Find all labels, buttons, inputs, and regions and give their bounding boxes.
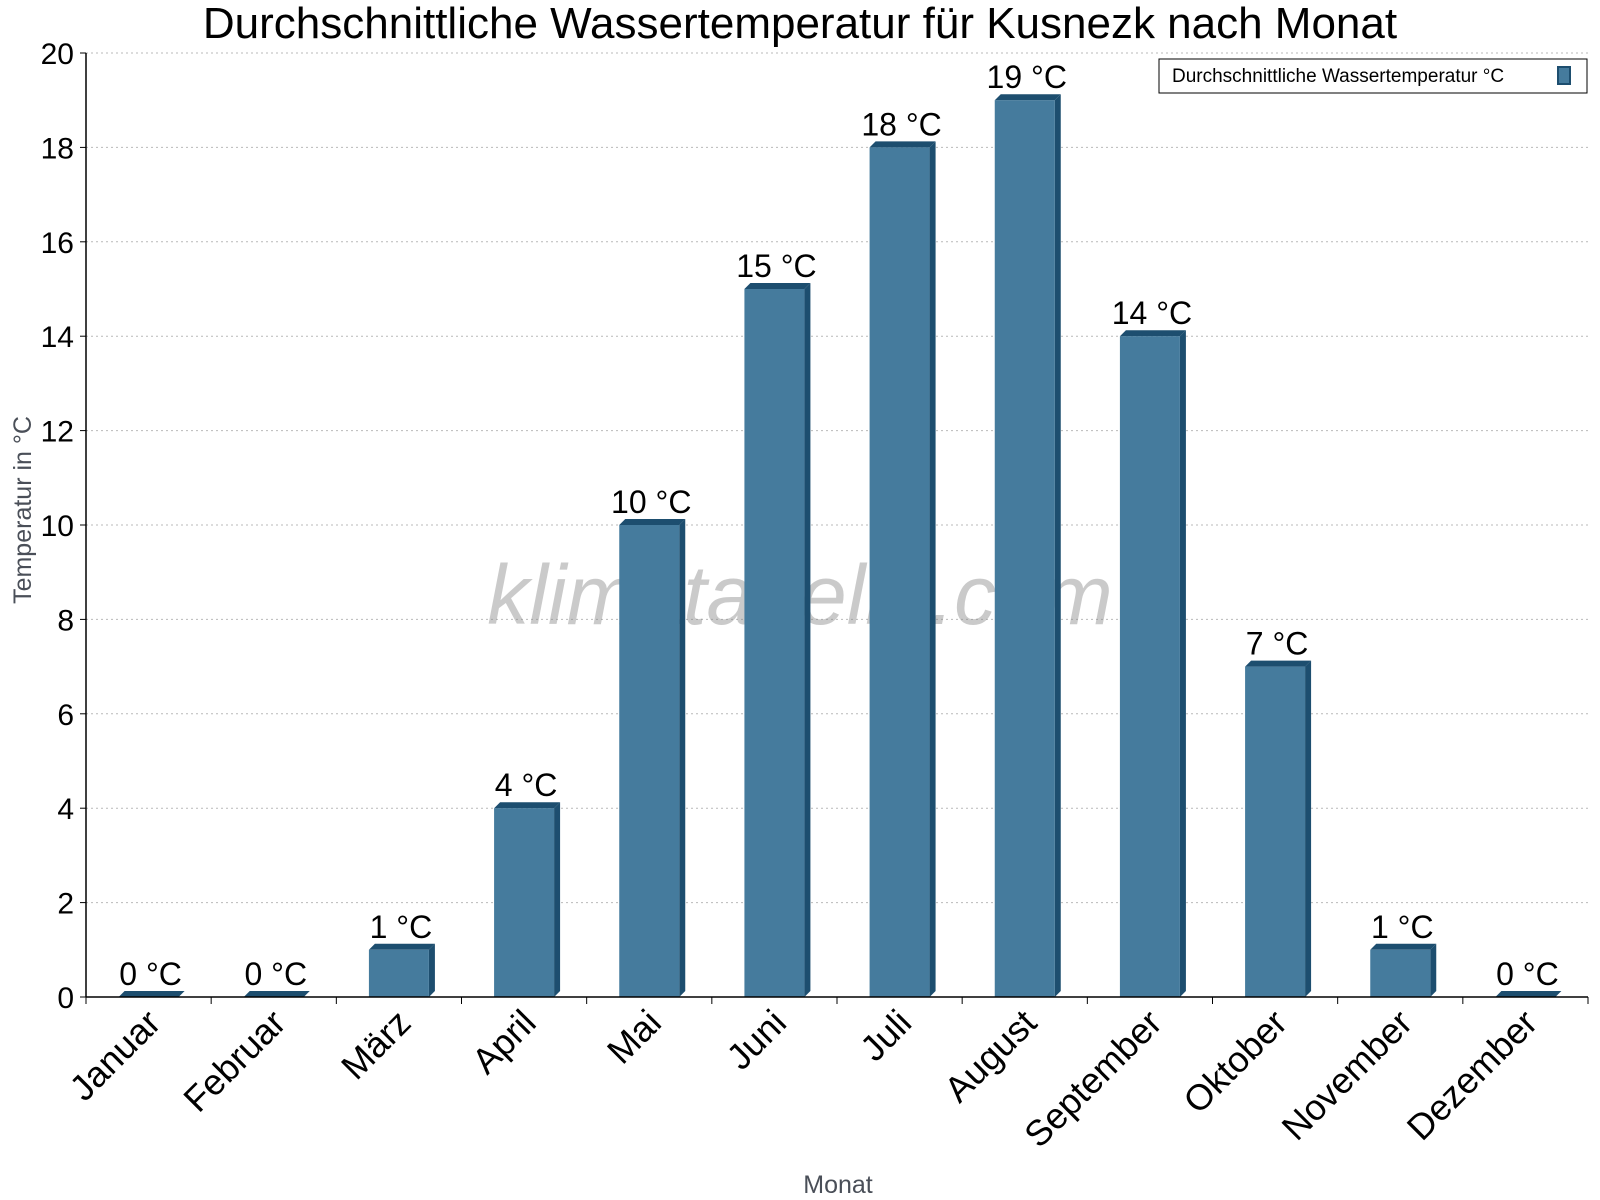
x-tick-label: Juni [718, 1002, 794, 1078]
x-tick-label: April [464, 1002, 544, 1082]
value-label: 18 °C [861, 106, 941, 142]
bar-side [428, 943, 435, 997]
y-tick-label: 20 [41, 38, 74, 71]
y-tick-label: 14 [41, 321, 74, 354]
bar-5 [619, 519, 686, 997]
bar-4 [494, 802, 561, 997]
y-tick-label: 6 [57, 699, 74, 732]
value-label: 14 °C [1112, 295, 1192, 331]
bar-10 [1245, 660, 1312, 997]
bar-side [929, 141, 936, 997]
x-tick-label: August [936, 1002, 1044, 1110]
y-tick-label: 8 [57, 604, 74, 637]
legend-label: Durchschnittliche Wassertemperatur °C [1172, 66, 1504, 87]
y-tick-label: 18 [41, 132, 74, 165]
bar-body [368, 949, 429, 997]
bar-top [1370, 943, 1437, 950]
value-label: 19 °C [987, 59, 1067, 95]
bar-9 [1119, 330, 1186, 997]
bar-top [1245, 660, 1312, 667]
bar-side [554, 802, 561, 997]
value-label: 7 °C [1246, 626, 1309, 662]
bar-body [1370, 949, 1431, 997]
bar-6 [744, 283, 811, 997]
bar-1 [118, 991, 185, 997]
bar-side [804, 283, 811, 997]
bar-top [1119, 330, 1186, 337]
bar-top [869, 141, 936, 148]
value-label: 0 °C [244, 956, 307, 992]
legend-swatch [1557, 66, 1571, 85]
x-tick-label: Mai [599, 1002, 669, 1072]
bar-body [1119, 336, 1180, 997]
value-label: 1 °C [1371, 909, 1434, 945]
bar-top [118, 991, 185, 997]
value-label: 0 °C [119, 956, 182, 992]
x-tick-label: März [333, 1002, 419, 1088]
bar-side [1054, 94, 1061, 997]
y-tick-label: 4 [57, 793, 74, 826]
bar-body [994, 100, 1055, 997]
y-tick-label: 10 [41, 510, 74, 543]
bar-side [1305, 660, 1312, 997]
bar-2 [243, 991, 310, 997]
y-tick-label: 2 [57, 888, 74, 921]
x-tick-label: Februar [175, 1002, 293, 1120]
bar-top [494, 802, 561, 809]
value-label: 0 °C [1496, 956, 1559, 992]
y-tick-label: 16 [41, 227, 74, 260]
bar-top [368, 943, 435, 950]
bar-body [494, 808, 555, 997]
x-tick-label: November [1273, 1002, 1419, 1148]
bar-side [1179, 330, 1186, 997]
bar-12 [1495, 991, 1562, 997]
bar-top [243, 991, 310, 997]
x-tick-label: Dezember [1399, 1002, 1545, 1148]
value-label: 4 °C [495, 767, 558, 803]
x-tick-label: Oktober [1175, 1002, 1295, 1122]
y-tick-label: 0 [57, 982, 74, 1015]
chart-title: Durchschnittliche Wassertemperatur für K… [203, 0, 1397, 48]
bar-7 [869, 141, 936, 997]
bar-8 [994, 94, 1061, 997]
bar-top [744, 283, 811, 289]
y-tick-label: 12 [41, 416, 74, 449]
bar-3 [368, 943, 435, 997]
bar-body [869, 147, 930, 997]
bar-side [679, 519, 686, 997]
x-tick-label: September [1016, 1002, 1170, 1156]
value-label: 10 °C [611, 484, 691, 520]
bar-top [994, 94, 1061, 101]
bar-top [619, 519, 686, 525]
bar-body [744, 289, 805, 997]
bar-side [1430, 943, 1437, 997]
x-tick-label: Januar [61, 1002, 168, 1109]
x-axis-label: Monat [803, 1171, 873, 1199]
bar-body [1245, 666, 1306, 997]
y-axis-label: Temperatur in °C [9, 416, 37, 604]
bar-top [1495, 991, 1562, 997]
legend-box [1158, 58, 1588, 94]
bar-11 [1370, 943, 1437, 997]
bars: 0 °C 0 °C 1 °C 4 °C 10 °C 15 °C 18 °C 19 °C 14 °… [118, 59, 1562, 997]
legend: Durchschnittliche Wassertemperatur °C [1158, 58, 1588, 94]
value-label: 1 °C [370, 909, 433, 945]
x-tick-label: Juli [852, 1002, 919, 1069]
value-label: 15 °C [736, 248, 816, 284]
grid-lines [86, 52, 1588, 904]
bar-body [619, 525, 680, 997]
